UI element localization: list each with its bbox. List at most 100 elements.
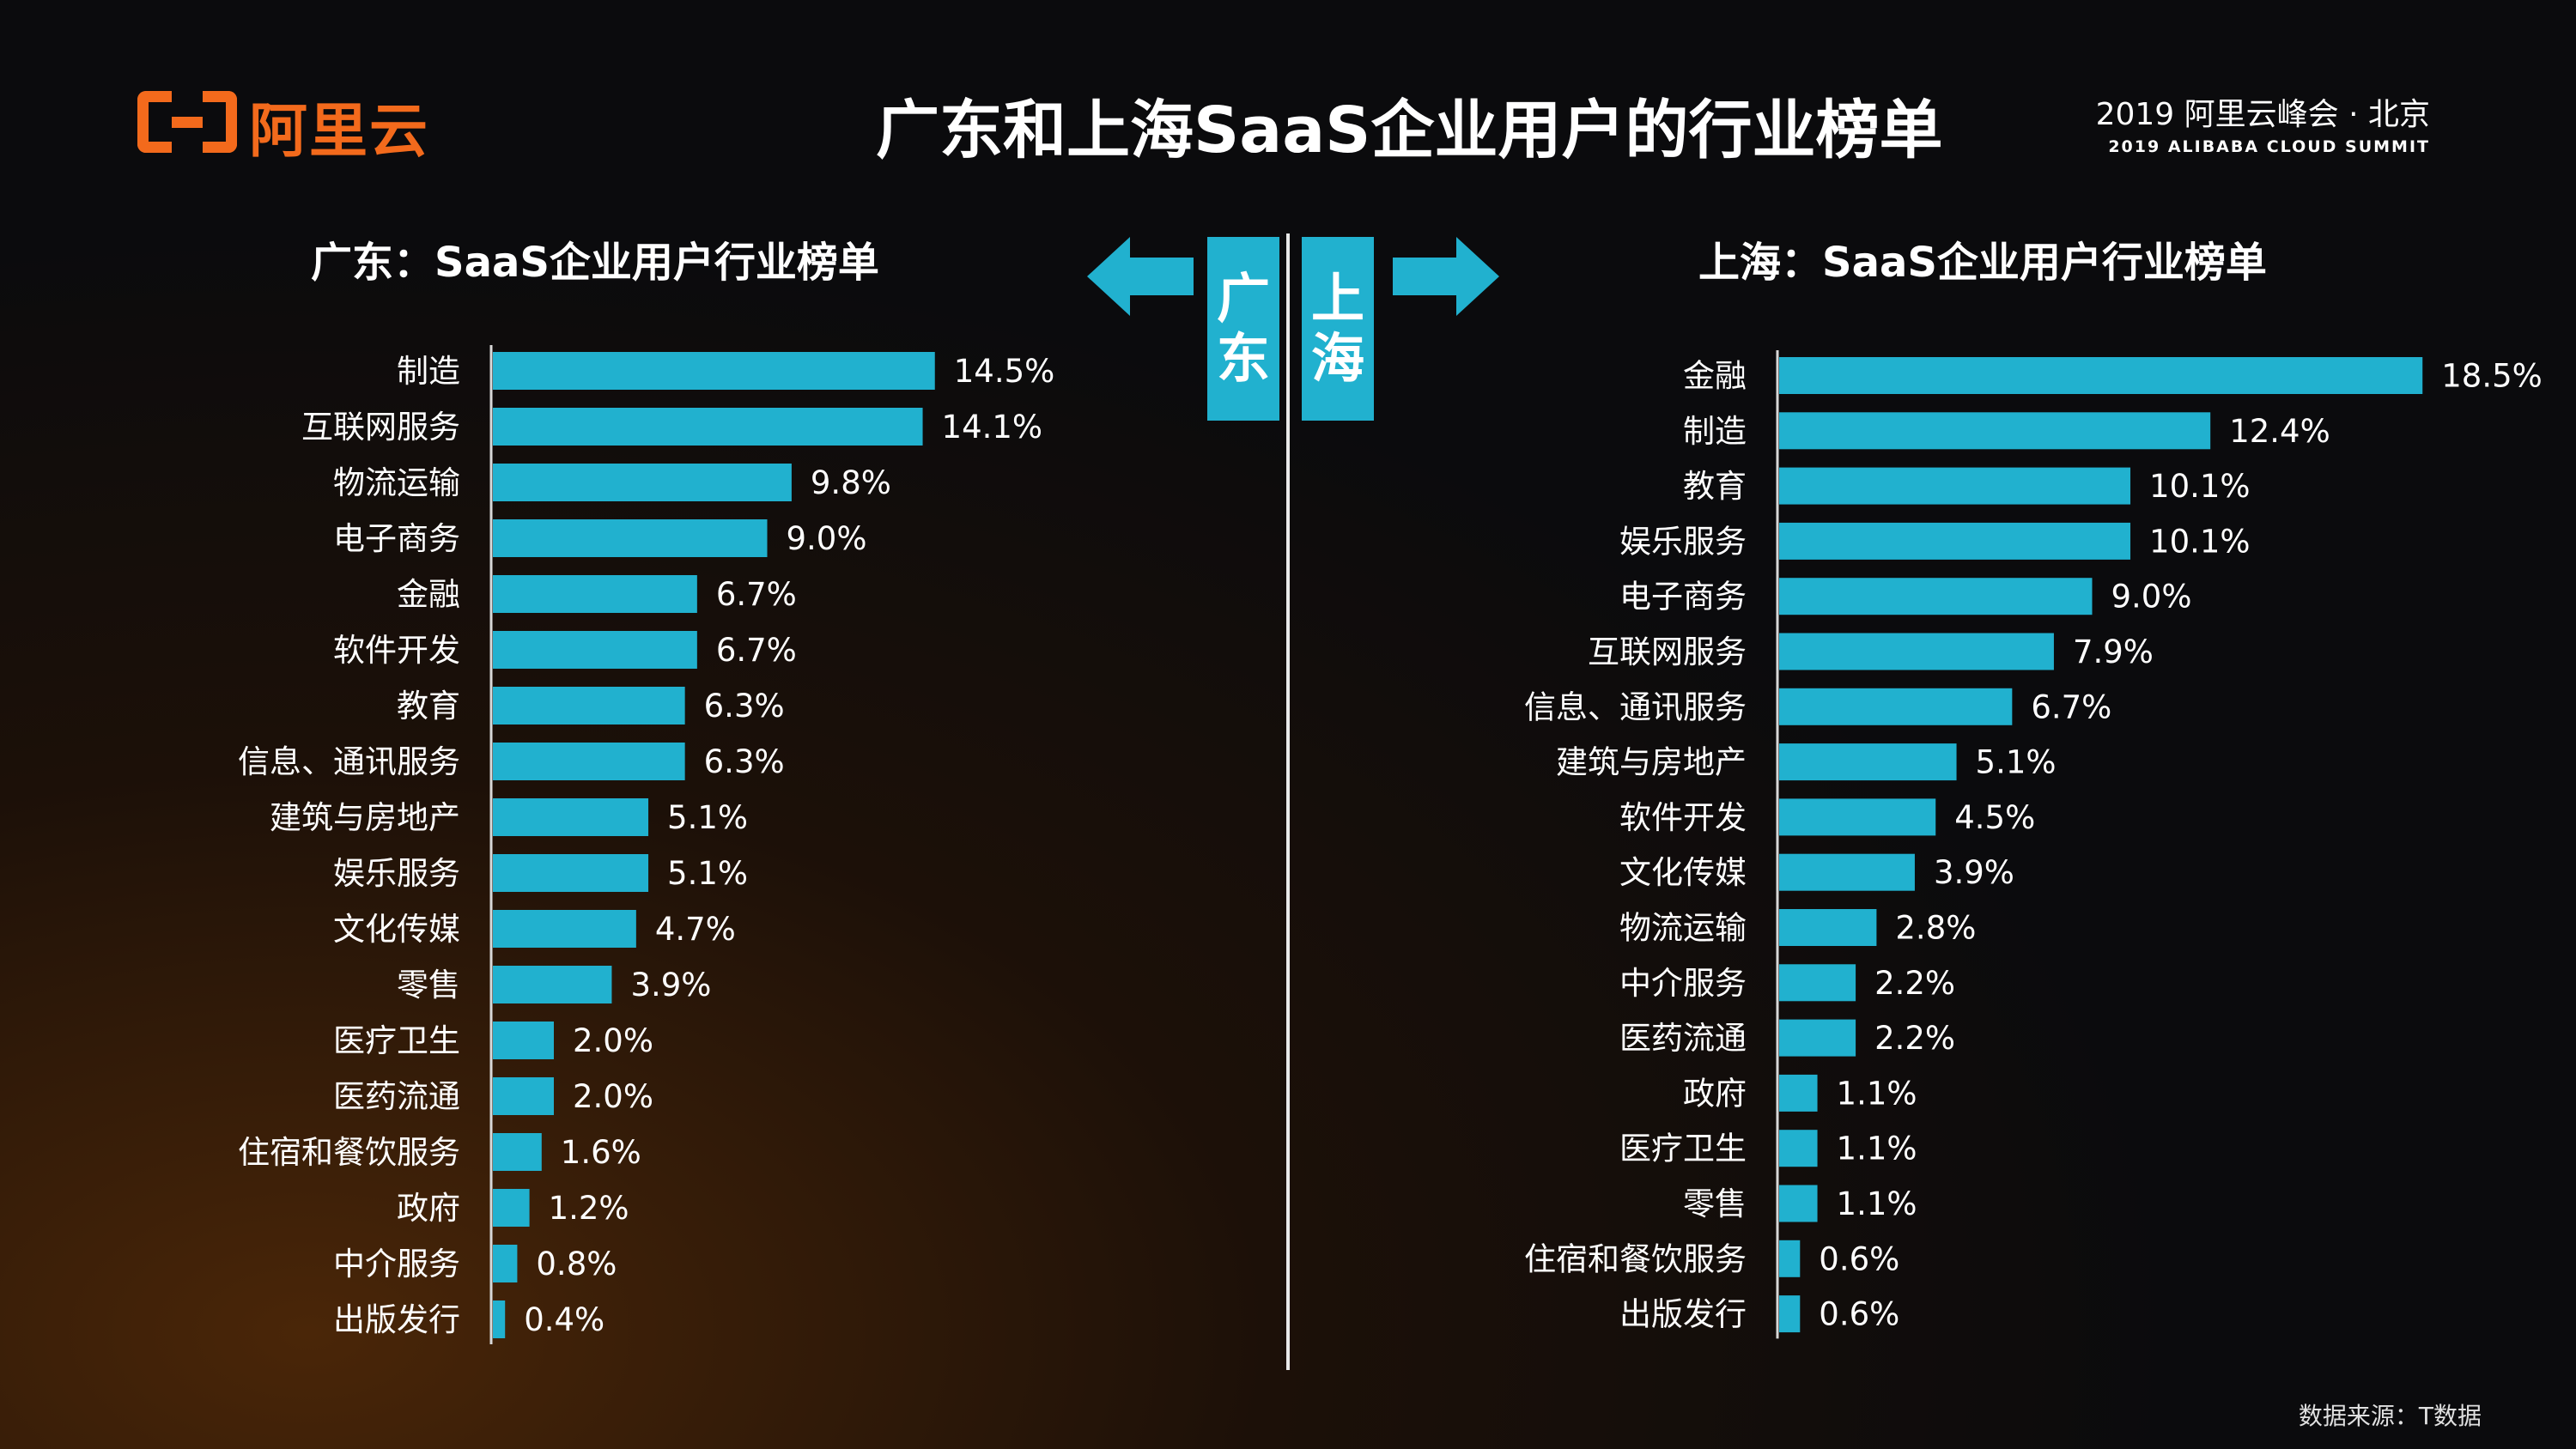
- shanghai-value-label: 0.6%: [1819, 1296, 1899, 1333]
- shanghai-category-label: 零售: [1683, 1185, 1747, 1222]
- alibaba-cloud-logo: 阿里云: [137, 89, 429, 166]
- shanghai-bar: [1779, 1240, 1801, 1277]
- guangdong-category-label: 住宿和餐饮服务: [238, 1134, 460, 1171]
- guangdong-category-label: 娱乐服务: [333, 855, 460, 892]
- guangdong-category-label: 建筑与房地产: [270, 799, 460, 836]
- guangdong-bar: [493, 519, 768, 557]
- shanghai-value-label: 2.2%: [1874, 1020, 1955, 1057]
- page-title: 广东和上海SaaS企业用户的行业榜单: [876, 94, 1943, 167]
- guangdong-value-label: 6.3%: [704, 743, 785, 780]
- shanghai-bar: [1779, 1074, 1818, 1112]
- guangdong-category-label: 出版发行: [333, 1301, 460, 1338]
- guangdong-category-label: 信息、通讯服务: [238, 743, 460, 780]
- guangdong-bar: [493, 910, 636, 948]
- shanghai-bar: [1779, 1295, 1801, 1333]
- guangdong-value-label: 6.7%: [716, 632, 797, 669]
- guangdong-category-label: 电子商务: [333, 520, 460, 557]
- arrow-left-icon: [1087, 237, 1194, 316]
- shanghai-value-label: 2.2%: [1874, 965, 1955, 1002]
- shanghai-value-label: 18.5%: [2441, 358, 2543, 395]
- guangdong-bar: [493, 352, 935, 390]
- shanghai-category-label: 政府: [1683, 1075, 1747, 1112]
- shanghai-bar: [1779, 688, 2013, 725]
- guangdong-tag-char-2: 东: [1216, 327, 1270, 390]
- shanghai-bar: [1779, 798, 1936, 836]
- shanghai-value-label: 3.9%: [1934, 854, 2014, 891]
- guangdong-bar: [493, 408, 923, 446]
- shanghai-category-label: 制造: [1683, 413, 1747, 450]
- guangdong-value-label: 0.8%: [536, 1246, 617, 1282]
- shanghai-category-label: 电子商务: [1619, 579, 1747, 615]
- guangdong-bar: [493, 798, 649, 836]
- guangdong-tag-char-1: 广: [1216, 267, 1270, 330]
- shanghai-chart-title: 上海：SaaS企业用户行业榜单: [1698, 239, 2267, 287]
- shanghai-tag: 上 海: [1302, 237, 1374, 421]
- shanghai-bar: [1779, 412, 2211, 450]
- guangdong-value-label: 2.0%: [573, 1078, 653, 1115]
- shanghai-value-label: 1.1%: [1837, 1075, 1917, 1112]
- guangdong-value-label: 6.3%: [704, 688, 785, 724]
- shanghai-value-label: 7.9%: [2073, 634, 2154, 670]
- guangdong-category-label: 教育: [397, 688, 460, 724]
- shanghai-bar: [1779, 633, 2054, 670]
- guangdong-bar: [493, 631, 697, 669]
- guangdong-category-label: 文化传媒: [333, 911, 460, 948]
- shanghai-category-label: 互联网服务: [1588, 634, 1747, 670]
- shanghai-bar: [1779, 522, 2131, 560]
- data-source: 数据来源：T数据: [2298, 1402, 2482, 1430]
- guangdong-value-label: 1.2%: [549, 1190, 629, 1227]
- guangdong-chart-title: 广东：SaaS企业用户行业榜单: [311, 239, 879, 287]
- guangdong-value-label: 14.5%: [954, 353, 1055, 390]
- shanghai-category-label: 医疗卫生: [1619, 1131, 1747, 1167]
- shanghai-bar: [1779, 578, 2093, 615]
- alibaba-cloud-logo-icon: [137, 91, 237, 160]
- shanghai-bar: [1779, 1185, 1818, 1222]
- guangdong-category-label: 互联网服务: [301, 409, 460, 446]
- guangdong-bar: [493, 464, 792, 501]
- shanghai-bar: [1779, 743, 1957, 781]
- guangdong-bar: [493, 1300, 506, 1338]
- shanghai-value-label: 12.4%: [2229, 413, 2330, 450]
- guangdong-value-label: 9.8%: [811, 464, 891, 501]
- shanghai-category-label: 软件开发: [1619, 799, 1747, 836]
- shanghai-value-label: 2.8%: [1895, 910, 1976, 947]
- shanghai-category-label: 中介服务: [1619, 965, 1747, 1002]
- guangdong-bar: [493, 966, 612, 1003]
- guangdong-tag: 广 东: [1207, 237, 1279, 421]
- shanghai-value-label: 5.1%: [1976, 744, 2057, 781]
- shanghai-value-label: 1.1%: [1837, 1131, 1917, 1167]
- shanghai-value-label: 10.1%: [2149, 468, 2251, 505]
- guangdong-value-label: 4.7%: [655, 911, 736, 948]
- guangdong-bar: [493, 1245, 518, 1282]
- shanghai-bar: [1779, 1019, 1856, 1057]
- guangdong-value-label: 9.0%: [787, 520, 867, 557]
- guangdong-bar: [493, 1077, 554, 1115]
- shanghai-bar: [1779, 357, 2423, 394]
- guangdong-bar: [493, 687, 685, 724]
- shanghai-category-label: 住宿和餐饮服务: [1524, 1240, 1747, 1277]
- shanghai-category-label: 物流运输: [1619, 910, 1747, 947]
- shanghai-bar: [1779, 1130, 1818, 1167]
- shanghai-category-label: 金融: [1683, 358, 1747, 395]
- shanghai-bar: [1779, 964, 1856, 1002]
- summit-badge: 2019 阿里云峰会 · 北京 2019 ALIBABA CLOUD SUMMI…: [2096, 89, 2430, 156]
- guangdong-value-label: 14.1%: [942, 409, 1043, 446]
- guangdong-bar: [493, 575, 697, 613]
- shanghai-value-label: 1.1%: [1837, 1185, 1917, 1222]
- guangdong-category-label: 中介服务: [333, 1246, 460, 1282]
- guangdong-category-label: 制造: [397, 353, 460, 390]
- shanghai-tag-char-2: 海: [1310, 327, 1364, 390]
- shanghai-category-label: 信息、通讯服务: [1524, 688, 1747, 725]
- shanghai-category-label: 娱乐服务: [1619, 523, 1747, 560]
- shanghai-value-label: 10.1%: [2149, 523, 2251, 560]
- guangdong-value-label: 0.4%: [524, 1301, 605, 1338]
- shanghai-value-label: 4.5%: [1954, 799, 2035, 836]
- guangdong-value-label: 5.1%: [667, 799, 748, 836]
- shanghai-value-label: 6.7%: [2031, 688, 2111, 725]
- center-divider: [1286, 233, 1290, 1370]
- arrow-right-icon: [1393, 237, 1499, 316]
- shanghai-category-label: 建筑与房地产: [1556, 744, 1747, 781]
- guangdong-bar: [493, 854, 649, 892]
- shanghai-bar: [1779, 909, 1877, 946]
